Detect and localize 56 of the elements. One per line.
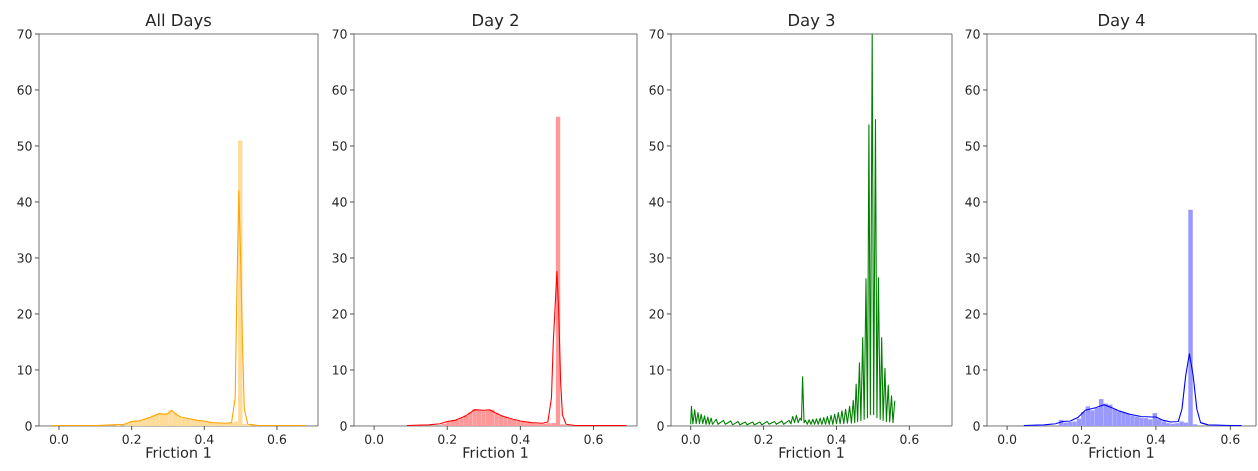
y-tick-label: 60 — [332, 85, 347, 95]
chart-title: Day 3 — [789, 13, 835, 30]
y-tick-label: 40 — [17, 197, 32, 207]
chart-title: All Days — [145, 13, 212, 30]
y-tick-label: 50 — [649, 141, 664, 151]
x-tick-label: 0.0 — [365, 434, 384, 444]
y-tick-label: 0 — [340, 421, 347, 431]
x-tick-label: 0.6 — [900, 434, 919, 444]
y-tick-label: 50 — [332, 141, 347, 151]
y-tick-label: 70 — [965, 29, 980, 39]
y-tick-label: 50 — [965, 141, 980, 151]
x-tick-label: 0.4 — [1146, 434, 1166, 444]
y-tick-label: 30 — [965, 253, 980, 263]
x-tick-label: 0.6 — [584, 434, 603, 444]
y-tick-label: 50 — [17, 141, 32, 151]
y-tick-label: 20 — [332, 309, 347, 319]
y-tick-label: 10 — [650, 365, 664, 375]
y-tick-label: 40 — [332, 197, 347, 207]
y-tick-label: 10 — [18, 365, 32, 375]
x-tick-label: 0.0 — [49, 434, 69, 444]
x-tick-label: 0.4 — [195, 434, 214, 444]
y-tick-label: 30 — [649, 253, 664, 263]
y-tick-label: 60 — [649, 85, 664, 95]
x-tick-label: 0.2 — [754, 434, 773, 444]
chart-title: Day 4 — [1099, 14, 1145, 30]
x-tick-label: 0.2 — [1072, 434, 1091, 444]
y-tick-label: 0 — [973, 421, 980, 431]
y-tick-label: 60 — [965, 85, 980, 95]
y-tick-label: 70 — [649, 29, 664, 39]
x-tick-label: 0.4 — [511, 434, 530, 444]
y-tick-label: 30 — [332, 253, 347, 263]
y-tick-label: 30 — [17, 253, 32, 263]
y-tick-label: 40 — [649, 197, 664, 207]
x-axis-title: Friction 1 — [779, 446, 844, 458]
y-tick-label: 10 — [333, 365, 347, 375]
x-tick-label: 0.4 — [827, 434, 846, 444]
y-tick-label: 20 — [649, 309, 664, 319]
y-tick-label: 20 — [17, 309, 32, 319]
x-tick-label: 0.2 — [122, 434, 141, 444]
y-tick-label: 0 — [657, 421, 664, 431]
x-tick-label: 0.6 — [267, 434, 287, 444]
x-tick-label: 0.0 — [681, 434, 700, 444]
x-tick-label: 0.2 — [438, 434, 456, 444]
y-tick-label: 60 — [17, 85, 32, 95]
x-tick-label: 0.6 — [1221, 434, 1240, 444]
y-tick-label: 70 — [332, 29, 347, 39]
y-tick-label: 20 — [965, 309, 980, 319]
y-tick-label: 0 — [25, 421, 32, 431]
y-tick-label: 70 — [17, 29, 32, 39]
x-tick-label: 0.0 — [998, 434, 1017, 444]
y-tick-label: 40 — [965, 197, 980, 207]
x-axis-title: Friction 1 — [463, 446, 528, 458]
y-tick-label: 10 — [966, 365, 980, 375]
x-axis-title: Friction 1 — [1089, 446, 1154, 458]
x-axis-title: Friction 1 — [146, 446, 211, 458]
chart-title: Day 2 — [473, 13, 518, 30]
